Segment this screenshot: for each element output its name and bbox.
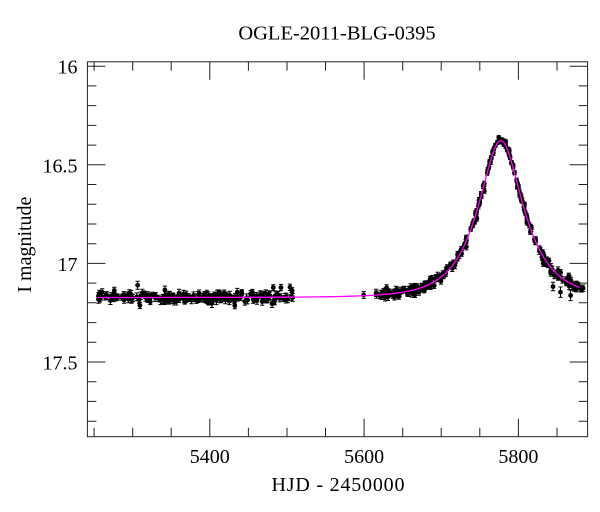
svg-text:5800: 5800 <box>498 446 538 468</box>
svg-text:I magnitude: I magnitude <box>14 196 36 292</box>
svg-text:16: 16 <box>58 57 78 79</box>
svg-text:17.5: 17.5 <box>43 353 78 375</box>
svg-text:16.5: 16.5 <box>43 155 78 177</box>
svg-text:HJD - 2450000: HJD - 2450000 <box>272 474 406 496</box>
svg-text:5400: 5400 <box>190 446 230 468</box>
svg-text:5600: 5600 <box>344 446 384 468</box>
svg-text:17: 17 <box>58 254 78 276</box>
svg-text:OGLE-2011-BLG-0395: OGLE-2011-BLG-0395 <box>238 23 435 45</box>
